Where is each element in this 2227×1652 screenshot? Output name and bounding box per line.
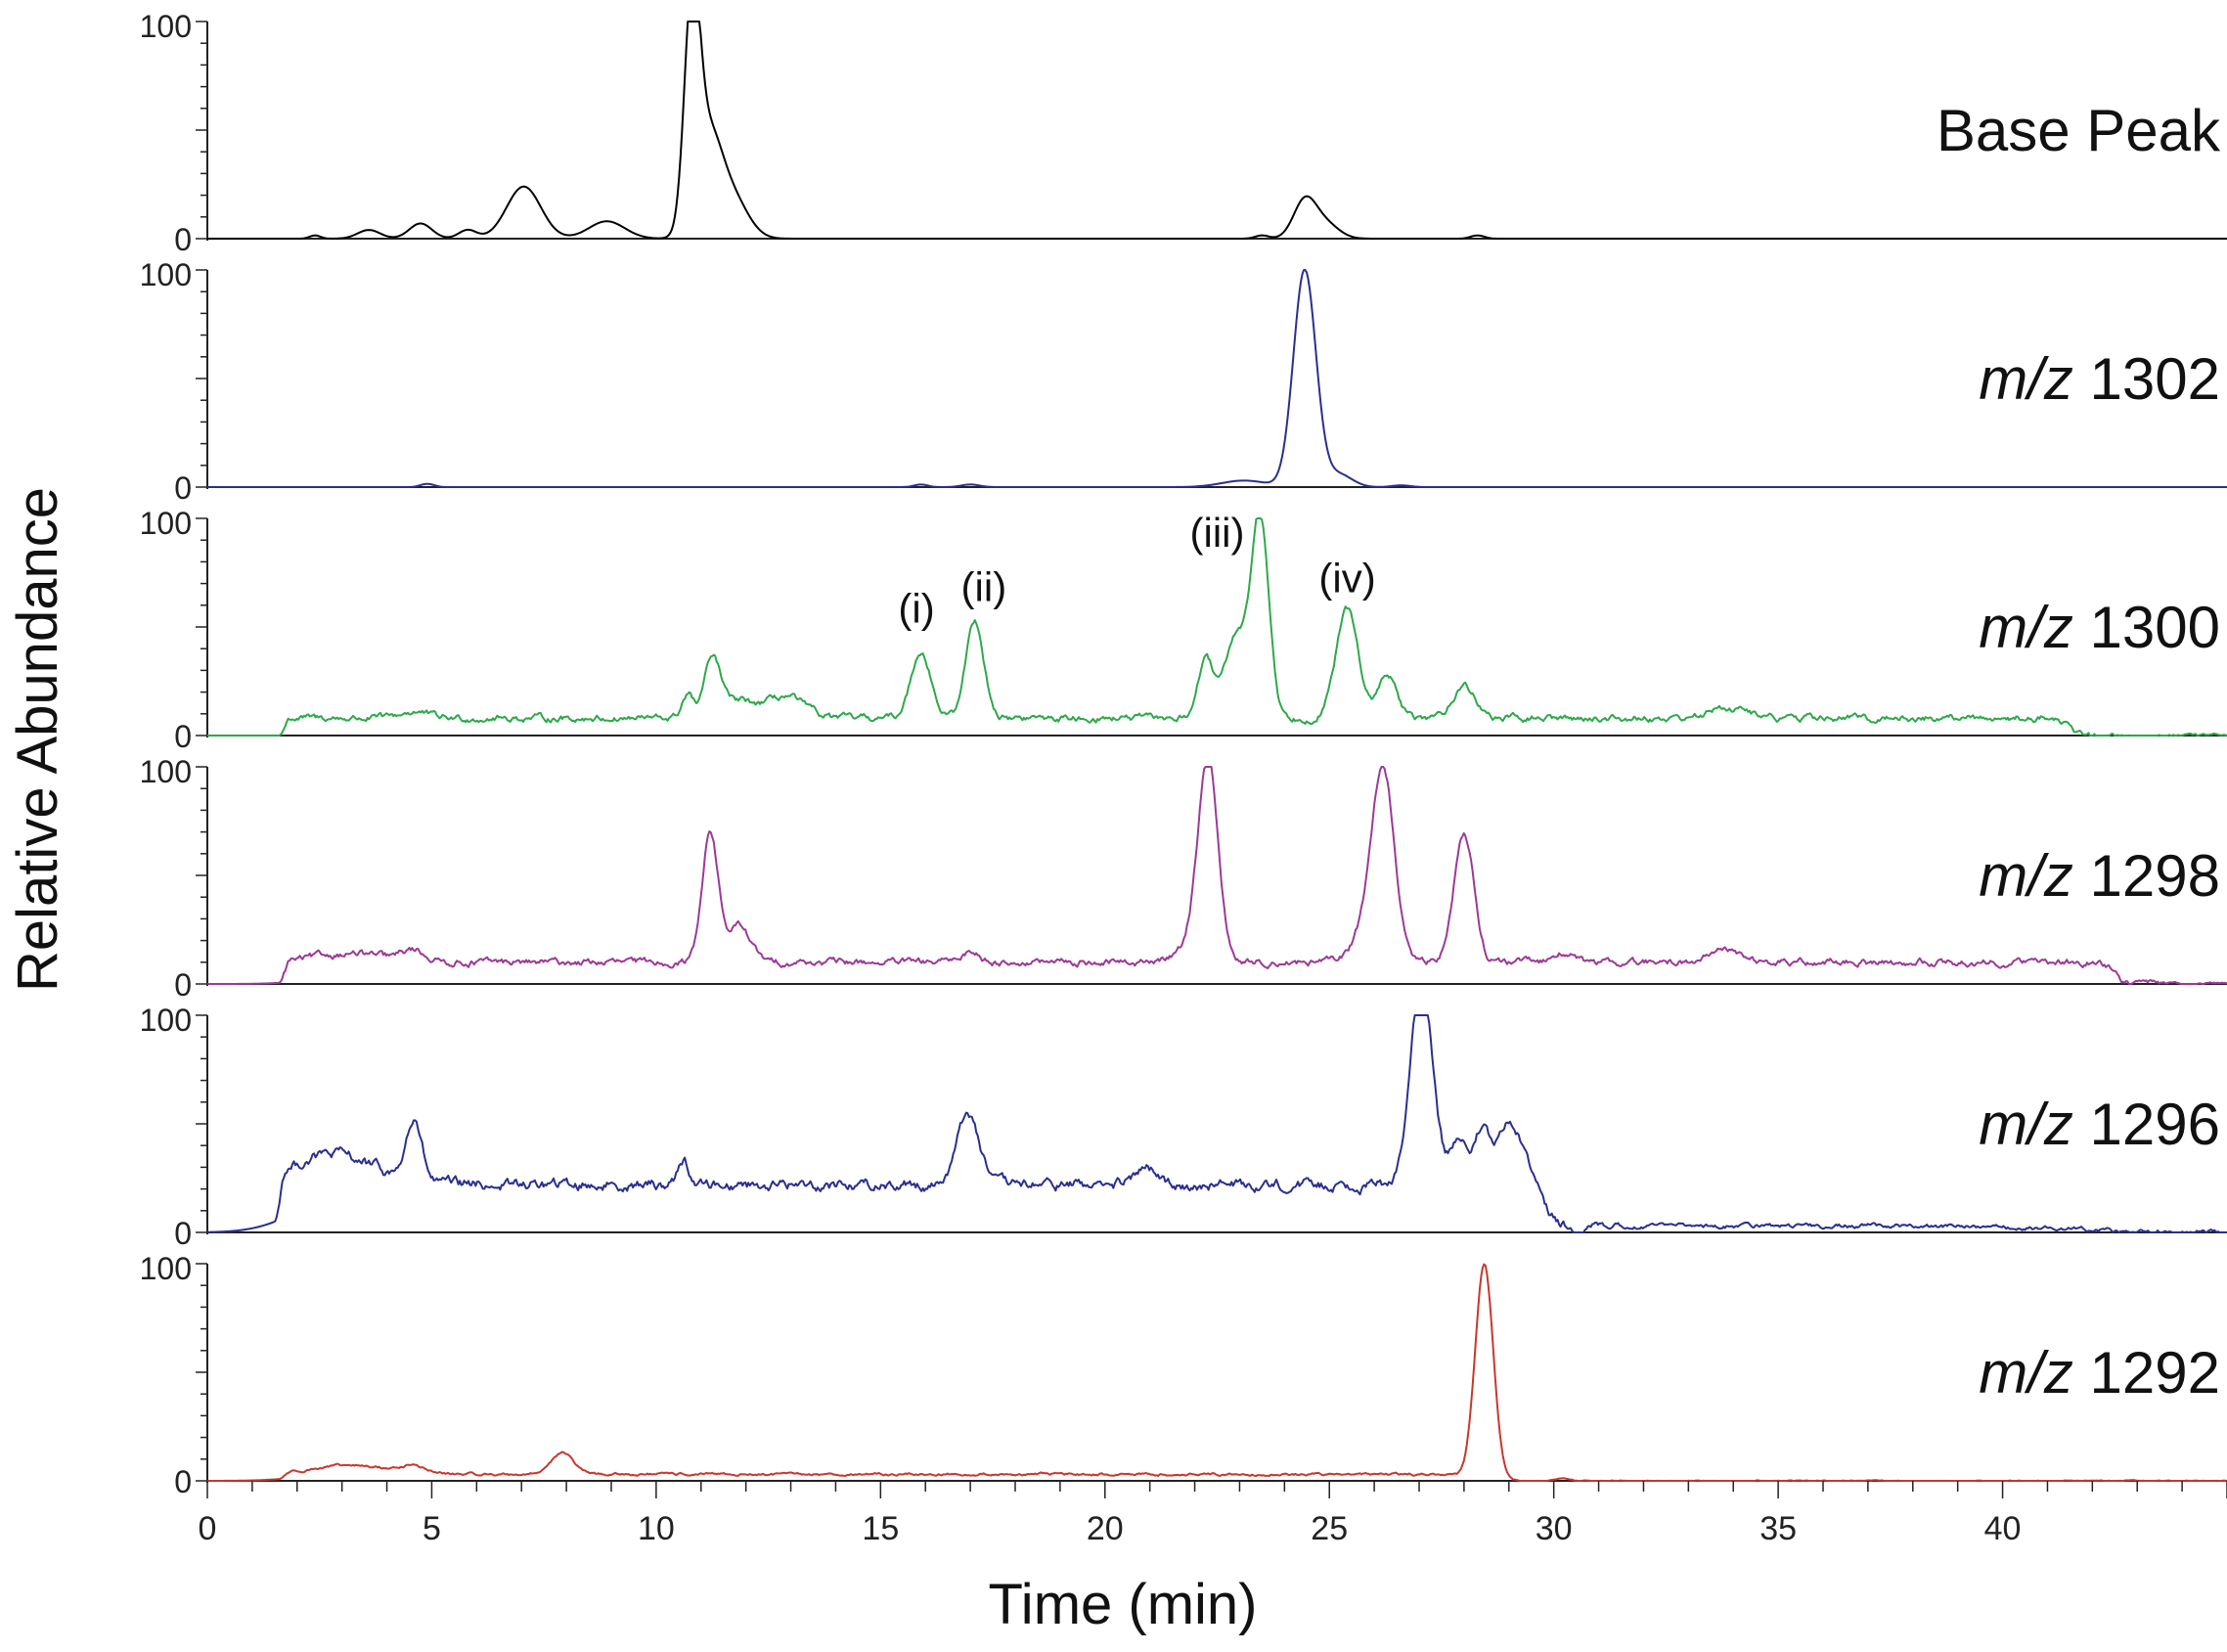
series-label: m/z 1298: [1979, 843, 2220, 909]
x-tick-label: 25: [1311, 1510, 1348, 1547]
series-label-italic: m/z: [1979, 843, 2073, 909]
x-tick-label: 30: [1536, 1510, 1573, 1547]
y-tick-label: 100: [140, 1003, 192, 1038]
peak-annotation: (i): [898, 586, 934, 632]
series-label-text: 1300: [2073, 595, 2220, 660]
y-tick-label: 100: [140, 257, 192, 292]
y-tick-label: 100: [140, 506, 192, 541]
series-label-italic: m/z: [1979, 595, 2073, 660]
y-tick-label: 0: [174, 719, 192, 754]
panel-4: 100 0 m/z 1298: [140, 754, 2227, 1003]
panel-1: 100 0 Base Peak: [140, 9, 2227, 257]
x-tick-label: 0: [199, 1510, 217, 1547]
y-axis-label: Relative Abundance: [6, 487, 69, 992]
y-tick-label: 100: [140, 9, 192, 44]
peak-annotation: (ii): [961, 563, 1007, 609]
series-label-text: 1298: [2073, 843, 2220, 909]
x-tick-label: 40: [1984, 1510, 2022, 1547]
peak-annotation: (iii): [1190, 510, 1245, 556]
series-line: [207, 517, 2227, 737]
series-label-italic: m/z: [1979, 346, 2073, 412]
series-label-italic: m/z: [1979, 1340, 2073, 1406]
series-line: [207, 766, 2227, 985]
x-tick-label: 20: [1087, 1510, 1124, 1547]
series-label-italic: m/z: [1979, 1092, 2073, 1157]
series-label: m/z 1302: [1979, 346, 2220, 412]
series-label: Base Peak: [1937, 98, 2221, 163]
y-tick-label: 0: [174, 470, 192, 506]
y-tick-label: 0: [174, 1216, 192, 1251]
y-tick-label: 0: [174, 967, 192, 1003]
series-label: m/z 1296: [1979, 1092, 2220, 1157]
series-line: [207, 1263, 2227, 1482]
series-line: [207, 21, 2227, 240]
series-label-text: 1292: [2073, 1340, 2220, 1406]
x-tick-label: 15: [862, 1510, 899, 1547]
x-axis: 0 5 10 15 20 25 30 35 40: [199, 1481, 2227, 1547]
y-tick-label: 0: [174, 222, 192, 257]
series-label-text: Base Peak: [1937, 98, 2221, 163]
panel-3: 100 0 m/z 1300 (i) (ii) (iii) (iv): [140, 506, 2227, 754]
series-label: m/z 1300: [1979, 595, 2220, 660]
y-tick-label: 100: [140, 754, 192, 789]
x-tick-label: 35: [1759, 1510, 1797, 1547]
series-line: [207, 269, 2227, 488]
series-line: [206, 1014, 2227, 1233]
series-label-text: 1302: [2073, 346, 2220, 412]
x-axis-label: Time (min): [989, 1573, 1258, 1636]
panel-2: 100 0 m/z 1302: [140, 257, 2227, 506]
series-label: m/z 1292: [1979, 1340, 2220, 1406]
peak-annotation: (iv): [1318, 555, 1375, 601]
panel-6: 100 0 m/z 1292: [140, 1251, 2227, 1499]
series-label-text: 1296: [2073, 1092, 2220, 1157]
panel-5: 100 0 m/z 1296: [140, 1003, 2227, 1251]
x-tick-label: 5: [423, 1510, 441, 1547]
y-tick-label: 100: [140, 1251, 192, 1286]
x-tick-label: 10: [638, 1510, 675, 1547]
y-tick-label: 0: [174, 1464, 192, 1499]
